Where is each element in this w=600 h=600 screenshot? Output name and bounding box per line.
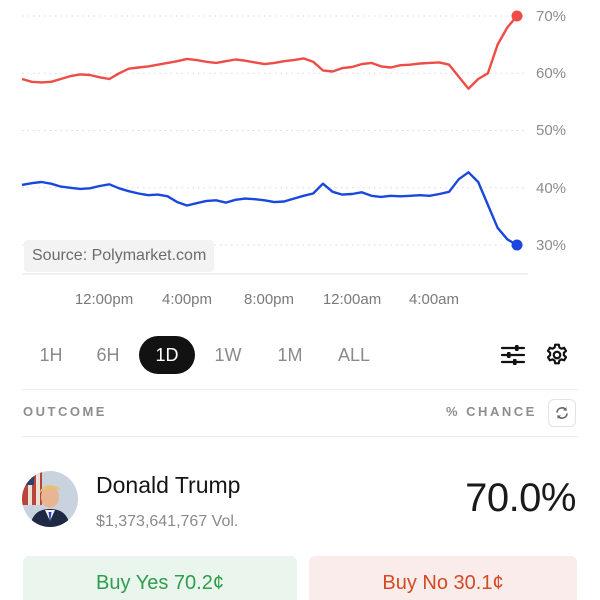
y-tick-label: 60% <box>536 65 567 82</box>
source-badge: Source: Polymarket.com <box>24 240 215 272</box>
divider <box>22 389 578 390</box>
chart-canvas <box>21 10 528 275</box>
x-tick-label: 8:00pm <box>243 291 295 308</box>
range-1d-button[interactable]: 1D <box>139 336 195 374</box>
series-line-blue <box>21 171 518 247</box>
avatar <box>22 471 78 527</box>
refresh-button[interactable] <box>548 399 576 427</box>
range-all-button[interactable]: ALL <box>337 345 371 365</box>
range-6h-button[interactable]: 6H <box>96 345 120 365</box>
price-chart: 70% 60% 50% 40% 30% 12:00pm 4:00pm 8:00p… <box>21 8 567 308</box>
buy-yes-button[interactable]: Buy Yes 70.2¢ <box>23 556 297 600</box>
range-1m-button[interactable]: 1M <box>277 345 303 365</box>
series-endpoint-red <box>511 10 523 22</box>
sliders-icon[interactable] <box>500 342 526 368</box>
series-endpoint-blue <box>511 239 523 251</box>
divider <box>22 436 578 437</box>
x-tick-label: 4:00am <box>408 291 460 308</box>
x-tick-label: 4:00pm <box>161 291 213 308</box>
x-tick-label: 12:00am <box>322 291 382 308</box>
y-tick-label: 30% <box>536 237 567 254</box>
candidate-name[interactable]: Donald Trump <box>96 472 241 498</box>
buy-no-button[interactable]: Buy No 30.1¢ <box>309 556 577 600</box>
series-line-red <box>21 15 518 90</box>
x-tick-label: 12:00pm <box>74 291 134 308</box>
time-range-selector: 1H 6H 1D 1W 1M ALL <box>0 336 600 376</box>
refresh-icon <box>556 407 568 419</box>
chance-header-label: % CHANCE <box>446 404 537 419</box>
candidate-volume: $1,373,641,767 Vol. <box>96 513 239 530</box>
candidate-chance: 70.0% <box>465 476 576 520</box>
range-1w-button[interactable]: 1W <box>214 345 242 365</box>
y-tick-label: 40% <box>536 180 567 197</box>
y-tick-label: 50% <box>536 122 567 139</box>
gear-icon[interactable] <box>544 342 570 368</box>
y-tick-label: 70% <box>536 8 567 25</box>
outcome-header-label: OUTCOME <box>23 404 107 419</box>
range-1h-button[interactable]: 1H <box>39 345 63 365</box>
